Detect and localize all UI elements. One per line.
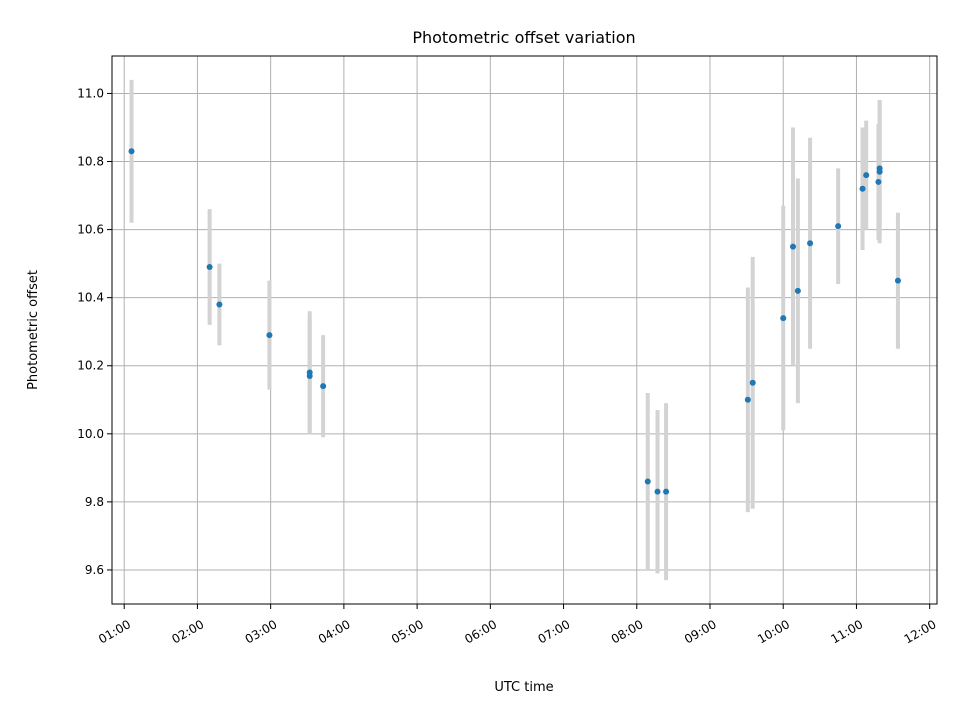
data-point: [876, 168, 883, 175]
data-point: [859, 185, 866, 192]
x-axis-ticks: 01:00 02:00 03:00 04:00 05:00 06:00 07:00 08:00…: [96, 604, 939, 647]
chart-title: Photometric offset variation: [412, 28, 635, 47]
x-tick-label: 01:00: [96, 617, 133, 646]
data-point: [320, 383, 327, 390]
y-tick-label: 10.0: [77, 427, 104, 441]
x-tick-label: 08:00: [609, 617, 646, 646]
x-tick-label: 02:00: [169, 617, 206, 646]
data-point: [654, 488, 661, 495]
data-point: [863, 172, 870, 179]
data-point: [875, 178, 882, 185]
data-point: [835, 223, 842, 230]
y-tick-label: 9.8: [85, 495, 104, 509]
x-tick-label: 12:00: [902, 617, 939, 646]
data-point: [794, 287, 801, 294]
x-tick-label: 04:00: [316, 617, 353, 646]
data-point: [306, 372, 313, 379]
x-tick-label: 10:00: [755, 617, 792, 646]
x-tick-label: 05:00: [389, 617, 426, 646]
data-point: [206, 264, 213, 271]
data-point: [744, 396, 751, 403]
data-point: [749, 379, 756, 386]
data-point: [216, 301, 223, 308]
data-point: [128, 148, 135, 155]
data-points: [128, 148, 901, 495]
y-axis-ticks: 9.6 9.8 10.0 10.2 10.4 10.6 10.8 11.0: [77, 86, 112, 577]
x-tick-label: 11:00: [828, 617, 865, 646]
data-point: [780, 315, 787, 322]
data-point: [894, 277, 901, 284]
y-tick-label: 10.4: [77, 291, 104, 305]
x-tick-label: 07:00: [535, 617, 572, 646]
data-point: [644, 478, 651, 485]
x-tick-label: 03:00: [243, 617, 280, 646]
data-point: [807, 240, 814, 247]
x-tick-label: 06:00: [462, 617, 499, 646]
y-tick-label: 10.8: [77, 155, 104, 169]
y-axis-label: Photometric offset: [26, 270, 41, 390]
plot-frame: [111, 55, 938, 605]
y-tick-label: 10.2: [77, 359, 104, 373]
data-point: [789, 243, 796, 250]
y-tick-label: 11.0: [77, 86, 104, 100]
data-point: [266, 332, 273, 339]
grid: [112, 56, 937, 604]
x-axis-label: UTC time: [494, 680, 553, 695]
y-tick-label: 10.6: [77, 223, 104, 237]
x-tick-label: 09:00: [682, 617, 719, 646]
y-tick-label: 9.6: [85, 563, 104, 577]
data-point: [663, 488, 670, 495]
